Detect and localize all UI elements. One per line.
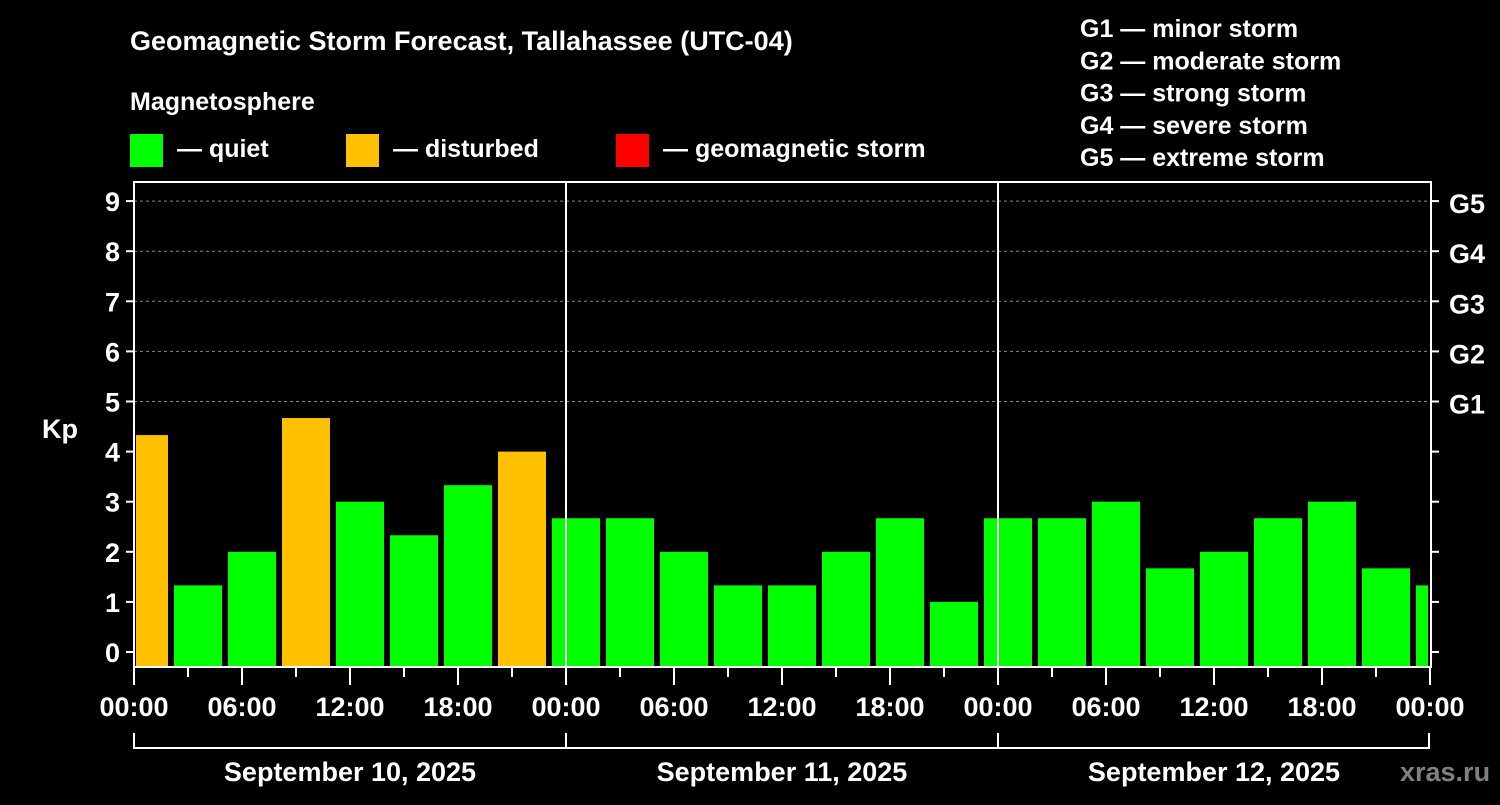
legend-label: — quiet — [177, 135, 269, 163]
kp-bar — [498, 451, 546, 667]
storm-scale-item: G1 — minor storm — [1080, 15, 1298, 43]
y-axis-label: Kp — [42, 414, 78, 444]
kp-bar — [1416, 585, 1428, 667]
day-label: September 12, 2025 — [1088, 757, 1340, 787]
x-tick-label: 00:00 — [1395, 692, 1464, 722]
x-tick-label: 12:00 — [747, 692, 816, 722]
kp-bar — [714, 585, 762, 667]
x-tick-label: 00:00 — [531, 692, 600, 722]
g-scale-label: G5 — [1449, 189, 1485, 219]
storm-scale-item: G2 — moderate storm — [1080, 47, 1341, 75]
storm-scale-item: G4 — severe storm — [1080, 112, 1308, 140]
kp-bar — [1308, 501, 1356, 667]
y-tick-label: 7 — [105, 287, 120, 317]
legend-swatch — [616, 134, 649, 167]
day-label: September 10, 2025 — [224, 757, 476, 787]
kp-bar — [1362, 568, 1410, 667]
y-tick-label: 6 — [105, 337, 120, 367]
chart-title: Geomagnetic Storm Forecast, Tallahassee … — [130, 26, 793, 56]
legend-title: Magnetosphere — [130, 88, 315, 116]
x-tick-label: 00:00 — [963, 692, 1032, 722]
kp-bar — [1092, 501, 1140, 667]
day-label: September 11, 2025 — [657, 757, 908, 787]
g-scale-label: G4 — [1449, 239, 1485, 269]
kp-bar — [876, 518, 924, 667]
g-scale-label: G3 — [1449, 289, 1485, 319]
kp-bar — [282, 418, 330, 667]
x-tick-label: 12:00 — [315, 692, 384, 722]
x-tick-label: 06:00 — [1071, 692, 1140, 722]
legend-label: — geomagnetic storm — [663, 135, 926, 163]
y-tick-label: 5 — [105, 388, 120, 418]
x-tick-label: 18:00 — [1287, 692, 1356, 722]
kp-bar — [660, 551, 708, 667]
kp-bar — [228, 551, 276, 667]
legend-swatch — [346, 134, 379, 167]
kp-bar — [1038, 518, 1086, 667]
y-tick-label: 4 — [105, 438, 120, 468]
y-tick-label: 8 — [105, 237, 120, 267]
legend-label: — disturbed — [393, 135, 539, 163]
y-tick-label: 9 — [105, 187, 120, 217]
kp-bar — [136, 435, 168, 667]
kp-bar — [444, 485, 492, 667]
y-tick-label: 1 — [105, 588, 120, 618]
storm-scale-item: G3 — strong storm — [1080, 80, 1306, 108]
kp-bar — [822, 551, 870, 667]
kp-bar — [768, 585, 816, 667]
x-tick-label: 00:00 — [99, 692, 168, 722]
kp-bar — [606, 518, 654, 667]
kp-bar — [1200, 551, 1248, 667]
x-tick-label: 06:00 — [207, 692, 276, 722]
kp-bar — [1146, 568, 1194, 667]
x-tick-label: 06:00 — [639, 692, 708, 722]
kp-bar — [390, 535, 438, 667]
kp-bar — [336, 501, 384, 667]
kp-bar — [174, 585, 222, 667]
x-tick-label: 18:00 — [855, 692, 924, 722]
kp-bar — [984, 518, 1032, 667]
watermark: xras.ru — [1400, 757, 1490, 787]
x-tick-label: 18:00 — [423, 692, 492, 722]
y-tick-label: 0 — [105, 638, 120, 668]
x-tick-label: 12:00 — [1179, 692, 1248, 722]
day-bracket — [133, 733, 1430, 749]
legend-swatch — [130, 134, 163, 167]
kp-bar — [552, 518, 600, 667]
kp-bar — [930, 601, 978, 667]
g-scale-label: G1 — [1449, 390, 1485, 420]
g-scale-label: G2 — [1449, 339, 1485, 369]
kp-bar — [1254, 518, 1302, 667]
y-tick-label: 2 — [105, 538, 120, 568]
y-tick-label: 3 — [105, 488, 120, 518]
storm-scale-item: G5 — extreme storm — [1080, 144, 1325, 172]
